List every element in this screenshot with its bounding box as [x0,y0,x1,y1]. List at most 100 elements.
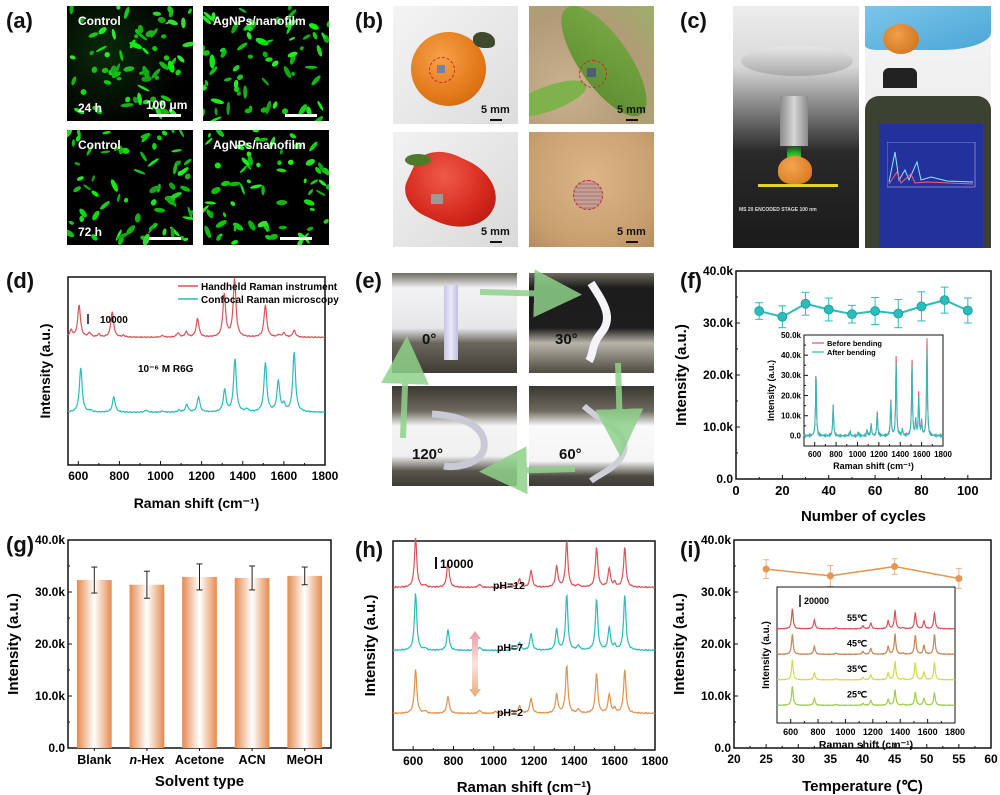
cell [254,136,260,142]
x-axis-label: Raman shift (cm⁻¹) [833,461,914,471]
tile-title: AgNPs/nanofilm [213,138,306,152]
device-screen [879,124,983,248]
data-point [847,309,857,320]
x-tick-label: 45 [888,752,902,766]
cell [236,74,244,80]
cell [275,16,280,23]
cell [326,184,329,190]
cell [261,77,270,86]
cell [147,158,159,167]
x-tick-label: 800 [811,727,826,737]
cell-pattern [203,130,329,245]
cell [231,21,239,34]
x-tick-label: 1600 [918,727,938,737]
cell [315,190,326,196]
bending-cycle-arrows [381,269,644,495]
y-tick-label: 40.0k [781,351,802,360]
label-rest: -Hex [137,753,164,767]
cell [219,47,226,53]
italic-prefix: n [130,753,138,767]
x-tick-label: Blank [77,753,111,767]
cell [203,11,215,22]
x-tick-label: 20 [775,483,789,498]
y-axis-label: Intensity (a.u.) [671,593,688,695]
spectrum-line-25- [776,686,956,707]
x-tick-label: 1400 [891,450,909,459]
cell-pattern [67,130,193,245]
cell [123,66,135,72]
cell [150,199,157,206]
y-tick-label: 10.0k [35,689,65,703]
panel-label-a: (a) [6,8,33,33]
cell [92,105,100,110]
cell [73,186,81,193]
cell [69,6,74,15]
cell [308,23,319,30]
y-tick-label: 30.0k [701,585,731,599]
cell [123,197,129,203]
cell [79,208,87,218]
cell [214,107,218,116]
cell [216,235,222,241]
cell [91,175,96,182]
x-tick-label: 1000 [849,450,867,459]
data-point [800,298,811,309]
nanofilm-strip-bent [585,280,611,364]
spectrum-line-55- [776,608,956,630]
scale-bar [285,114,317,117]
y-tick-label: 20.0k [701,637,731,651]
cell [288,36,296,41]
x-tick-label: 800 [829,450,843,459]
bar-acetone [182,576,217,748]
cell [257,220,268,228]
x-tick-label: 1200 [521,754,548,768]
cell [167,60,175,73]
cell [312,32,318,40]
cell [224,77,232,82]
cell [160,95,172,102]
cell [101,67,109,74]
cell [178,130,184,138]
cell [203,15,212,25]
cell [156,135,162,141]
cell [181,17,186,29]
cell [244,142,250,149]
tile-title: AgNPs/nanofilm [213,14,306,28]
cell [76,176,84,181]
x-axis-label: Solvent type [155,773,244,790]
cell [168,182,176,190]
x-tick-label: 1600 [271,469,298,483]
cell [246,179,252,184]
cell [116,76,122,81]
cell [247,155,253,166]
cell [152,45,158,52]
cell [248,105,253,111]
chart-h: 600 800 1000 1200 1400 1600 1800 Raman shift (c… [362,537,669,795]
cell [238,7,247,13]
cell [95,45,107,52]
scale-bar [149,114,181,117]
cell [316,45,323,57]
x-tick-label: 1200 [188,469,215,483]
cell [226,101,230,115]
cell [203,205,209,215]
bar-acn [234,577,270,748]
y-tick-label: 20.0k [35,637,65,651]
cell [236,91,241,96]
series-label: 35℃ [847,664,867,674]
x-tick-label: 50 [920,752,934,766]
cell [246,32,252,40]
cell [302,34,311,40]
cell [261,185,265,196]
cell [89,50,94,56]
cell [180,185,191,192]
cell [247,54,254,59]
y-tick-label: 20.0k [703,368,733,382]
cell [261,39,274,45]
bar-nhex [129,584,165,748]
cell [83,184,92,191]
cell [151,68,161,79]
cell [154,207,166,213]
cell [303,199,315,206]
cell [215,220,227,228]
